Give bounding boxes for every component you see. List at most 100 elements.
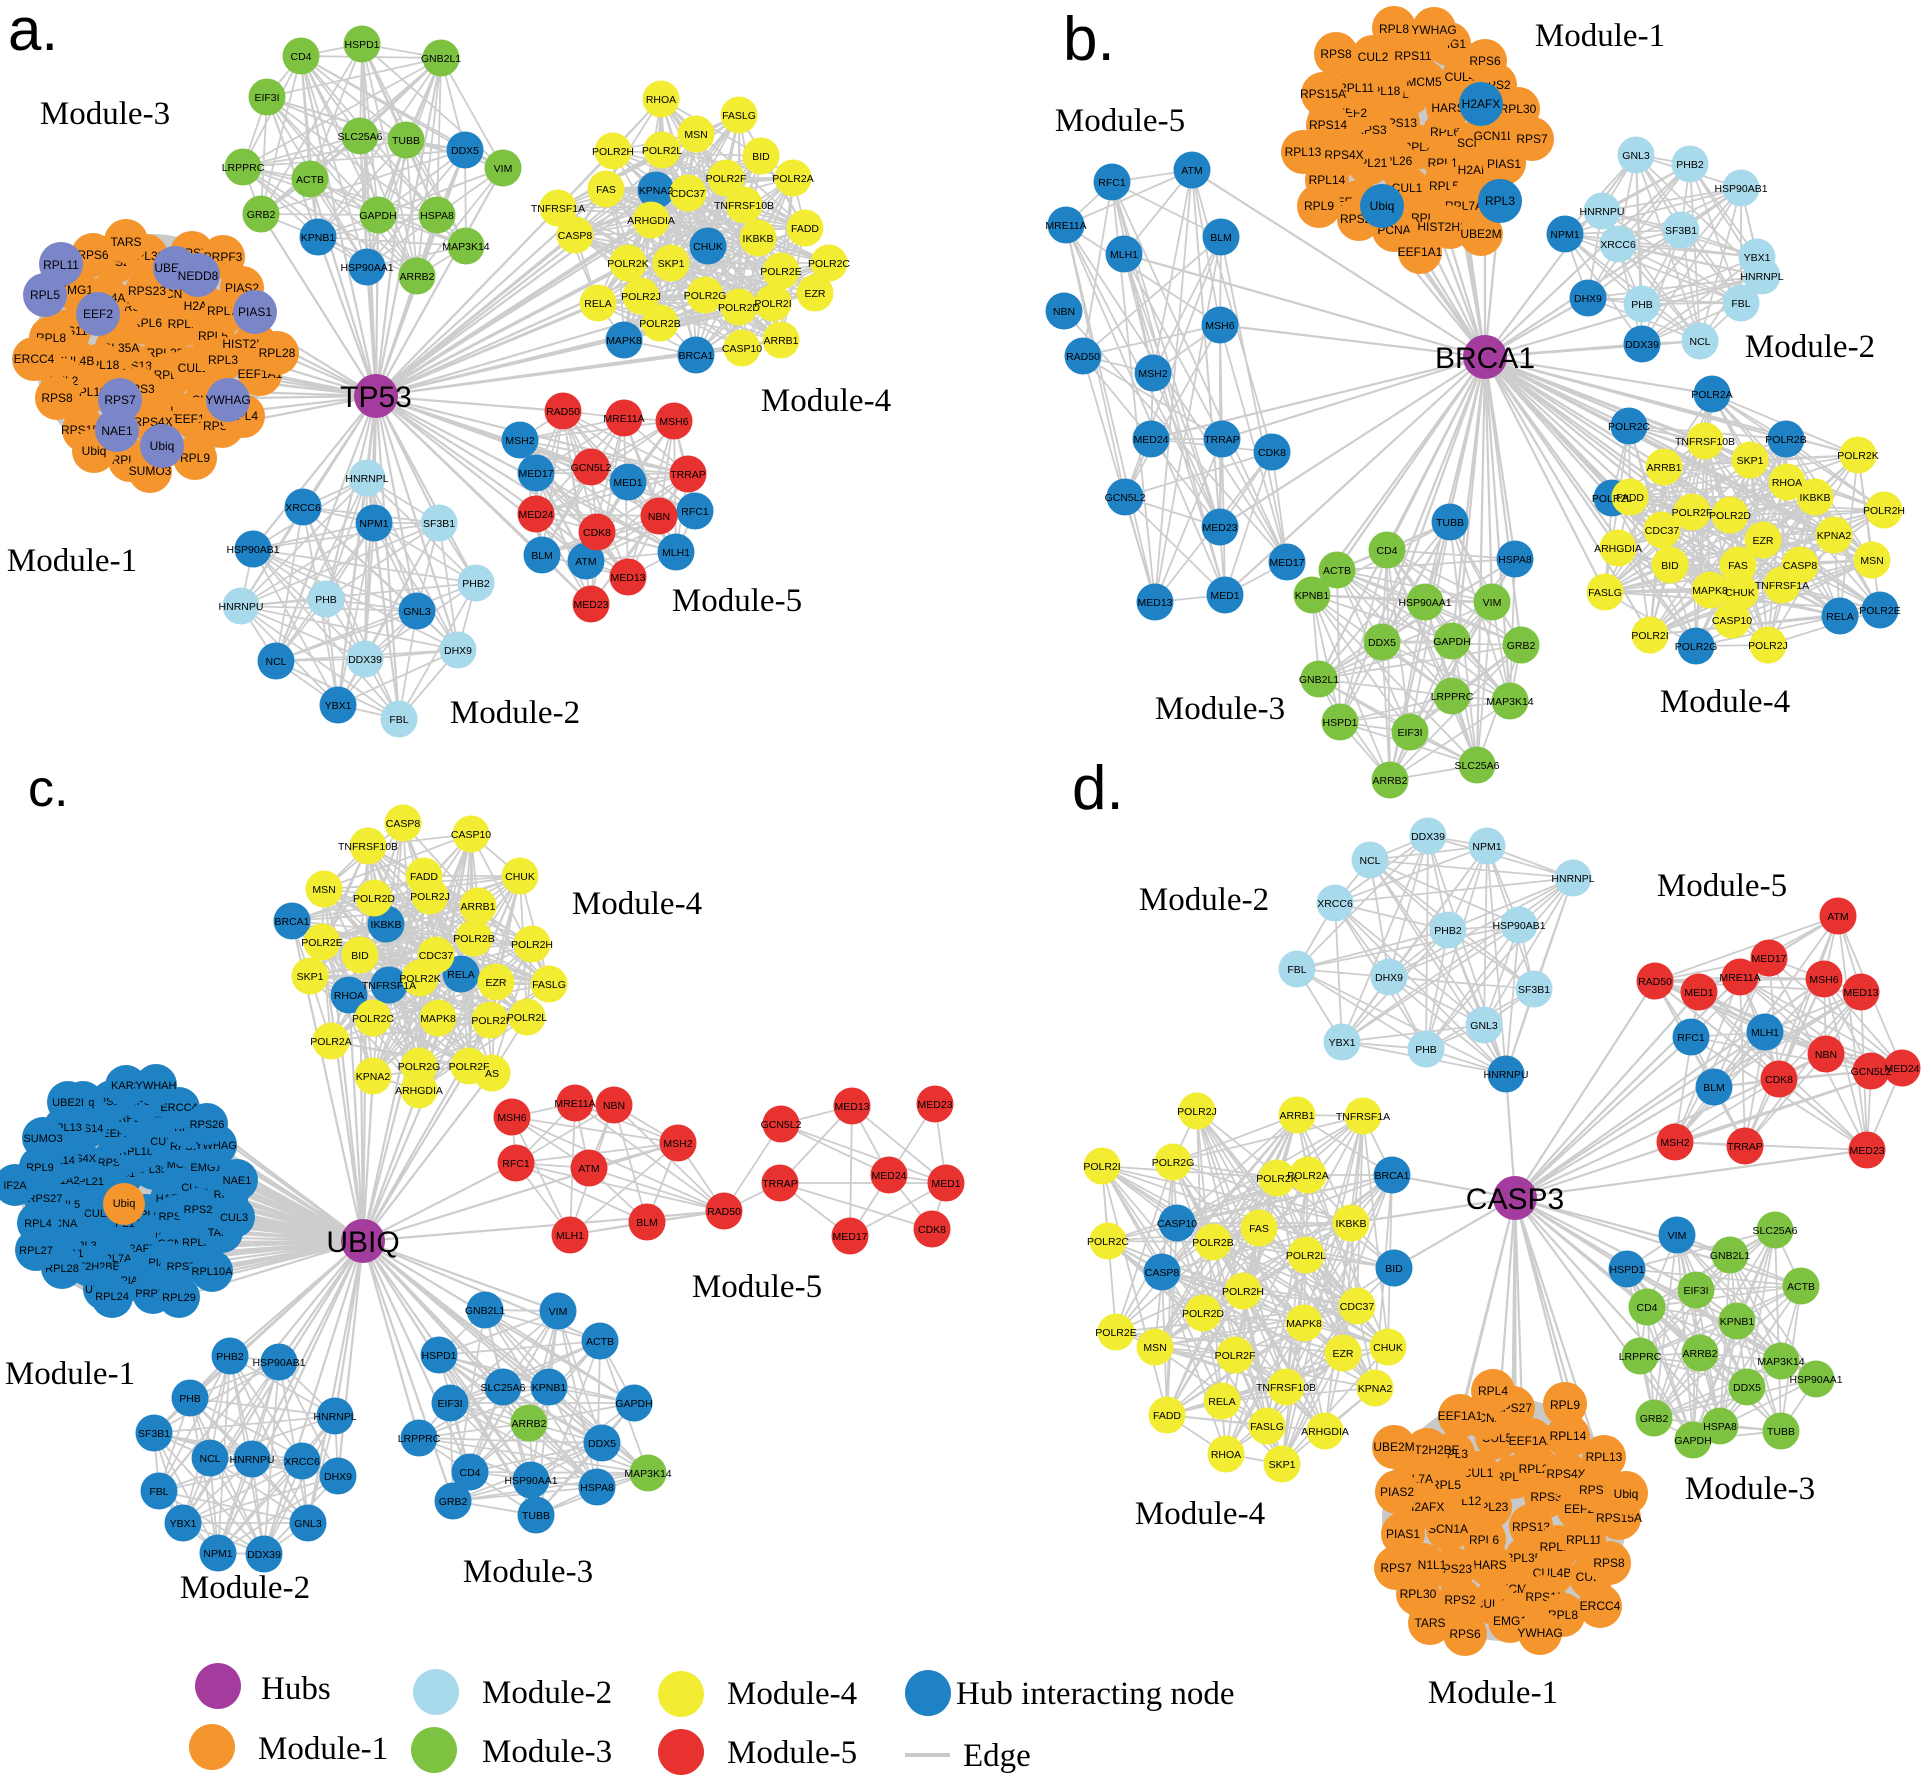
svg-text:GAPDH: GAPDH bbox=[1674, 1435, 1711, 1447]
svg-text:GAPDH: GAPDH bbox=[615, 1398, 652, 1410]
svg-text:HSPA8: HSPA8 bbox=[1703, 1421, 1737, 1433]
svg-text:KPNB1: KPNB1 bbox=[1720, 1316, 1755, 1328]
svg-text:EIF3I: EIF3I bbox=[254, 92, 279, 104]
svg-text:Module-1: Module-1 bbox=[258, 1731, 388, 1767]
svg-text:SF3B1: SF3B1 bbox=[423, 518, 455, 530]
svg-text:RHOA: RHOA bbox=[1772, 477, 1802, 489]
svg-text:EIF3I: EIF3I bbox=[437, 1398, 462, 1410]
svg-text:POLR2L: POLR2L bbox=[642, 145, 682, 157]
svg-text:NEDD8: NEDD8 bbox=[178, 269, 219, 283]
svg-text:POLR2D: POLR2D bbox=[1182, 1308, 1224, 1320]
svg-text:ACTB: ACTB bbox=[1787, 1281, 1815, 1293]
svg-text:RPS6: RPS6 bbox=[77, 248, 109, 262]
svg-text:c.: c. bbox=[28, 760, 68, 818]
svg-text:HSP90AB1: HSP90AB1 bbox=[1714, 183, 1767, 195]
svg-text:HNRNPU: HNRNPU bbox=[230, 1454, 275, 1466]
svg-text:MED24: MED24 bbox=[871, 1170, 906, 1182]
svg-text:XRCC6: XRCC6 bbox=[1317, 898, 1353, 910]
svg-text:GAPDH: GAPDH bbox=[359, 210, 396, 222]
svg-text:EZR: EZR bbox=[805, 288, 826, 300]
svg-text:MAPK8: MAPK8 bbox=[606, 335, 642, 347]
svg-text:BRCA1: BRCA1 bbox=[1435, 342, 1535, 375]
svg-text:RAD50: RAD50 bbox=[546, 406, 580, 418]
svg-text:ACTB: ACTB bbox=[586, 1336, 614, 1348]
svg-text:SCN1A: SCN1A bbox=[1428, 1522, 1468, 1536]
svg-text:POLR2J: POLR2J bbox=[410, 891, 450, 903]
svg-text:MED13: MED13 bbox=[834, 1101, 869, 1113]
svg-text:DDX5: DDX5 bbox=[451, 145, 479, 157]
svg-text:AS: AS bbox=[485, 1068, 499, 1080]
svg-text:RPL29: RPL29 bbox=[162, 1292, 196, 1304]
svg-text:DDX5: DDX5 bbox=[1733, 1382, 1761, 1394]
svg-text:ERCC4: ERCC4 bbox=[14, 352, 55, 366]
svg-text:CDC37: CDC37 bbox=[419, 950, 454, 962]
svg-text:TNFRSF1A: TNFRSF1A bbox=[1755, 580, 1809, 592]
svg-text:ARHGDIA: ARHGDIA bbox=[395, 1085, 443, 1097]
svg-text:HSPD1: HSPD1 bbox=[421, 1350, 456, 1362]
svg-text:MED17: MED17 bbox=[518, 468, 553, 480]
svg-text:Ubiq: Ubiq bbox=[1614, 1487, 1639, 1501]
svg-text:EIF3I: EIF3I bbox=[1683, 1285, 1708, 1297]
svg-text:RPS6: RPS6 bbox=[1449, 1627, 1481, 1641]
svg-text:POLR2A: POLR2A bbox=[310, 1036, 351, 1048]
svg-text:PHB: PHB bbox=[179, 1393, 201, 1405]
svg-text:LRPPRC: LRPPRC bbox=[1431, 691, 1474, 703]
svg-text:POLR2B: POLR2B bbox=[1765, 434, 1806, 446]
svg-text:RFC1: RFC1 bbox=[1098, 177, 1126, 189]
svg-text:HSP90AA1: HSP90AA1 bbox=[504, 1475, 557, 1487]
svg-text:MED1: MED1 bbox=[1684, 987, 1713, 999]
svg-text:YWHAG: YWHAG bbox=[205, 393, 250, 407]
svg-text:POLR2E: POLR2E bbox=[1095, 1327, 1136, 1339]
svg-text:POLR2G: POLR2G bbox=[1675, 641, 1718, 653]
svg-text:DDX5: DDX5 bbox=[1368, 637, 1396, 649]
svg-text:MED23: MED23 bbox=[917, 1099, 952, 1111]
svg-text:YBX1: YBX1 bbox=[1329, 1037, 1356, 1049]
svg-text:RPS7: RPS7 bbox=[104, 393, 136, 407]
svg-text:ATM: ATM bbox=[1181, 165, 1202, 177]
svg-text:RPS13: RPS13 bbox=[1512, 1520, 1550, 1534]
svg-text:MSH2: MSH2 bbox=[1138, 368, 1167, 380]
svg-text:PIAS1: PIAS1 bbox=[1487, 157, 1521, 171]
svg-text:NCL: NCL bbox=[1689, 336, 1710, 348]
svg-text:PHB: PHB bbox=[315, 594, 337, 606]
svg-text:POLR2C: POLR2C bbox=[808, 258, 850, 270]
svg-text:PIAS2: PIAS2 bbox=[1380, 1485, 1414, 1499]
svg-text:PHB: PHB bbox=[1415, 1044, 1437, 1056]
svg-text:POLR2I: POLR2I bbox=[754, 298, 791, 310]
svg-text:CASP10: CASP10 bbox=[1712, 615, 1752, 627]
svg-text:YWHAG: YWHAG bbox=[1411, 23, 1456, 37]
svg-text:GRB2: GRB2 bbox=[1507, 640, 1536, 652]
svg-text:RPL5: RPL5 bbox=[1431, 1478, 1461, 1492]
svg-text:RPS8: RPS8 bbox=[41, 391, 73, 405]
svg-text:Module-5: Module-5 bbox=[727, 1735, 857, 1771]
svg-text:CASP8: CASP8 bbox=[1145, 1267, 1180, 1279]
svg-text:POLR2A: POLR2A bbox=[1691, 389, 1732, 401]
svg-text:POLR2F: POLR2F bbox=[449, 1061, 490, 1073]
svg-text:RPL9: RPL9 bbox=[26, 1162, 54, 1174]
svg-text:LRPPRC: LRPPRC bbox=[222, 162, 265, 174]
svg-text:TNFRSF10B: TNFRSF10B bbox=[714, 200, 774, 212]
svg-text:RPL27: RPL27 bbox=[19, 1245, 53, 1257]
svg-text:ARHGDIA: ARHGDIA bbox=[1301, 1426, 1349, 1438]
svg-text:RELA: RELA bbox=[1826, 611, 1853, 623]
svg-text:NPM1: NPM1 bbox=[203, 1548, 232, 1560]
svg-text:POLR2F: POLR2F bbox=[1215, 1350, 1256, 1362]
svg-text:HNRNPL: HNRNPL bbox=[1551, 873, 1594, 885]
svg-text:NBN: NBN bbox=[603, 1100, 625, 1112]
svg-text:CUL1: CUL1 bbox=[1463, 1466, 1494, 1480]
svg-text:IF2A: IF2A bbox=[3, 1180, 27, 1192]
svg-text:UBE2I: UBE2I bbox=[52, 1097, 84, 1109]
svg-text:MLH1: MLH1 bbox=[662, 547, 690, 559]
svg-text:TNFRSF1A: TNFRSF1A bbox=[1336, 1111, 1390, 1123]
svg-text:Module-3: Module-3 bbox=[463, 1554, 593, 1590]
svg-text:CDC37: CDC37 bbox=[1645, 525, 1680, 537]
svg-text:TUBB: TUBB bbox=[1767, 1426, 1795, 1438]
svg-text:Hub interacting node: Hub interacting node bbox=[956, 1676, 1235, 1712]
svg-text:MED13: MED13 bbox=[1137, 597, 1172, 609]
svg-text:BRCA1: BRCA1 bbox=[1374, 1170, 1409, 1182]
svg-text:ARRB1: ARRB1 bbox=[460, 901, 495, 913]
svg-text:Ubiq: Ubiq bbox=[150, 439, 175, 453]
svg-text:RPS23: RPS23 bbox=[128, 284, 166, 298]
svg-text:DDX39: DDX39 bbox=[348, 654, 382, 666]
svg-text:CDK8: CDK8 bbox=[583, 527, 611, 539]
